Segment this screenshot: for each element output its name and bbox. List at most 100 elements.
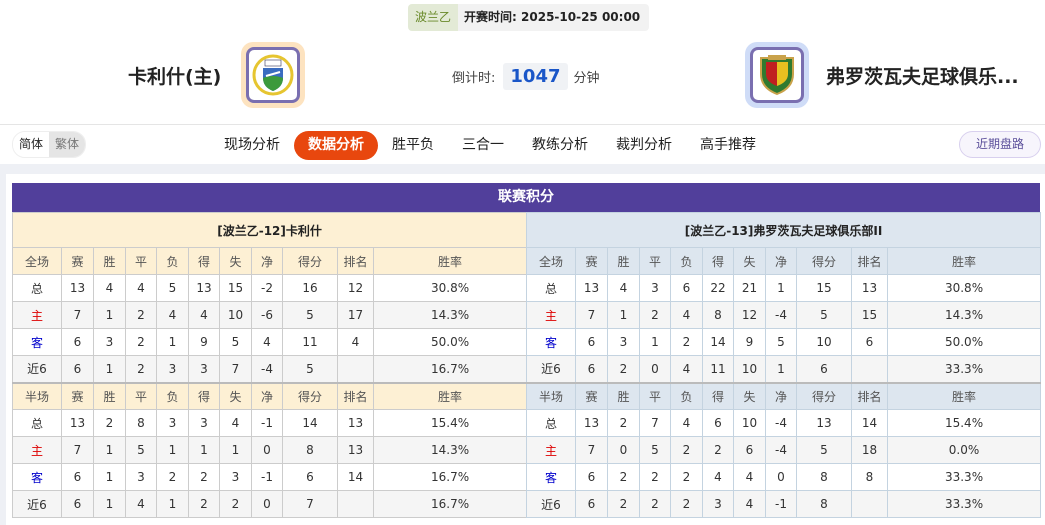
home-team-logo[interactable] — [241, 42, 305, 108]
home-standings-table: [波兰乙-12]卡利什 全场赛胜平负得失净得分 排名 胜率总 13 4 4 5 13 15 -2 16… — [11, 212, 528, 518]
table-cell: 2 — [670, 328, 703, 356]
row-label: 总 — [526, 409, 576, 437]
column-header: 赛 — [575, 247, 608, 275]
table-cell: 14.3% — [886, 301, 1042, 329]
table-cell: 9 — [733, 328, 766, 356]
table-cell: 7 — [219, 355, 252, 383]
table-cell: 8 — [851, 463, 888, 491]
table-cell: 8 — [702, 301, 734, 329]
table-row: 总 13 2 8 3 3 4 -1 14 13 15.4% — [12, 409, 528, 437]
table-cell: 0 — [251, 436, 283, 464]
table-cell: 5 — [796, 436, 852, 464]
table-cell: 6 — [575, 328, 608, 356]
column-header: 全场 — [12, 247, 62, 275]
column-header: 排名 — [851, 381, 888, 410]
column-header: 半场 — [12, 381, 62, 410]
table-cell: 3 — [607, 328, 640, 356]
table-cell: 4 — [702, 463, 734, 491]
countdown-label: 倒计时: — [452, 71, 496, 86]
start-time: 2025-10-25 00:00 — [521, 10, 641, 24]
table-cell: 7 — [575, 436, 608, 464]
table-cell: 6 — [796, 355, 852, 383]
tab-5[interactable]: 裁判分析 — [616, 137, 672, 153]
table-cell: 0 — [251, 490, 283, 518]
away-team-name[interactable]: 弗罗茨瓦夫足球俱乐... — [826, 66, 1019, 88]
column-header: 净 — [251, 381, 283, 410]
table-cell: 50.0% — [372, 328, 528, 356]
column-header: 得 — [702, 381, 734, 410]
table-cell: 9 — [188, 328, 220, 356]
table-cell: 11 — [282, 328, 338, 356]
table-cell: 13 — [337, 409, 374, 437]
column-header: 胜率 — [372, 247, 528, 275]
table-cell — [851, 355, 888, 383]
table-cell: 16.7% — [372, 490, 528, 518]
row-label: 客 — [12, 463, 62, 491]
table-cell: 2 — [219, 490, 252, 518]
column-header: 得分 — [796, 247, 852, 275]
table-cell: 8 — [125, 409, 157, 437]
column-header: 赛 — [575, 381, 608, 410]
tab-4[interactable]: 教练分析 — [532, 137, 588, 153]
tab-3[interactable]: 三合一 — [462, 137, 504, 153]
table-cell: 3 — [125, 463, 157, 491]
table-cell: 5 — [796, 301, 852, 329]
column-header: 胜率 — [372, 381, 528, 410]
simplified-chinese-button[interactable]: 简体 — [13, 132, 50, 157]
table-cell: 14 — [337, 463, 374, 491]
column-header: 平 — [125, 247, 157, 275]
table-cell: 3 — [639, 274, 671, 302]
table-cell: 6 — [282, 463, 338, 491]
table-cell: 16 — [282, 274, 338, 302]
table-cell: 3 — [156, 355, 189, 383]
recent-trend-button[interactable]: 近期盘路 — [959, 131, 1041, 158]
table-cell: 0 — [639, 355, 671, 383]
table-cell: 6 — [851, 328, 888, 356]
table-cell: 12 — [337, 274, 374, 302]
table-cell: 14.3% — [372, 301, 528, 329]
away-team-logo[interactable] — [745, 42, 809, 108]
table-cell: 4 — [670, 409, 703, 437]
column-header: 净 — [765, 247, 797, 275]
table-cell: 13 — [575, 274, 608, 302]
table-cell: 6 — [61, 355, 94, 383]
away-standings-table: [波兰乙-13]弗罗茨瓦夫足球俱乐部II 全场赛胜平负得失净得分 排名 胜率总 13 4 3… — [525, 212, 1042, 518]
tab-0[interactable]: 现场分析 — [224, 137, 280, 153]
table-cell: 30.8% — [886, 274, 1042, 302]
table-cell: -6 — [251, 301, 283, 329]
column-header: 胜 — [607, 381, 640, 410]
table-cell — [337, 490, 374, 518]
table-cell: 16.7% — [372, 355, 528, 383]
table-cell: 5 — [282, 301, 338, 329]
table-cell: 10 — [733, 409, 766, 437]
table-cell: 13 — [851, 274, 888, 302]
table-cell: 5 — [219, 328, 252, 356]
column-header: 赛 — [61, 247, 94, 275]
traditional-chinese-button[interactable]: 繁体 — [49, 132, 86, 157]
column-header: 全场 — [526, 247, 576, 275]
table-cell — [851, 490, 888, 518]
table-cell: 7 — [639, 409, 671, 437]
tab-2[interactable]: 胜平负 — [392, 137, 434, 153]
table-cell: 1 — [156, 490, 189, 518]
table-row: 近6 6 1 4 1 2 2 0 7 16.7% — [12, 490, 528, 518]
table-cell: 6 — [61, 463, 94, 491]
table-cell: 6 — [575, 355, 608, 383]
table-cell: 6 — [670, 274, 703, 302]
row-label: 主 — [526, 436, 576, 464]
league-badge[interactable]: 波兰乙 — [408, 4, 459, 31]
table-cell: 2 — [93, 409, 126, 437]
table-cell: 7 — [282, 490, 338, 518]
table-cell: -2 — [251, 274, 283, 302]
tab-6[interactable]: 高手推荐 — [700, 137, 756, 153]
table-cell: 4 — [670, 301, 703, 329]
table-cell: 1 — [765, 355, 797, 383]
column-header: 排名 — [337, 247, 374, 275]
home-team-name[interactable]: 卡利什(主) — [128, 66, 222, 88]
table-cell: 15.4% — [886, 409, 1042, 437]
table-cell: 3 — [702, 490, 734, 518]
table-cell: 2 — [607, 409, 640, 437]
table-cell: 2 — [702, 436, 734, 464]
tab-1[interactable]: 数据分析 — [294, 131, 378, 160]
table-row: 总 13 4 3 6 22 21 1 15 13 30.8% — [526, 274, 1042, 302]
